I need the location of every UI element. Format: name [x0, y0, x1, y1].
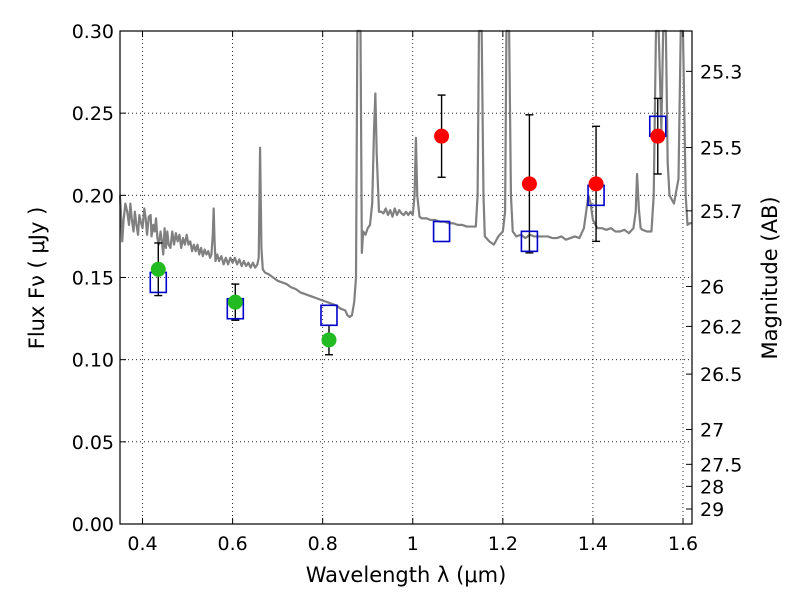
data-markers: [149, 115, 667, 348]
right-tick-label-6: 27: [700, 419, 724, 441]
x-tick-label-4: 1.2: [488, 533, 518, 555]
x-axis-title: Wavelength λ (μm): [306, 563, 507, 587]
observed-nir-point-3: [650, 128, 666, 144]
x-tick-label-3: 1: [407, 533, 419, 555]
model-square-4: [520, 230, 539, 253]
right-tick-label-4: 26.2: [700, 316, 742, 338]
x-tick-label-0: 0.4: [127, 533, 157, 555]
y-axis-ticks: 0.00 0.05 0.10 0.15 0.20 0.25 0.30: [72, 21, 126, 536]
right-tick-label-8: 28: [700, 476, 724, 498]
observed-optical-point-1: [227, 294, 243, 310]
right-axis-title: Magnitude (AB): [758, 196, 782, 359]
right-tick-label-1: 25.5: [700, 138, 742, 160]
observed-nir-point-1: [521, 176, 537, 192]
right-tick-label-0: 25.3: [700, 61, 742, 83]
y-tick-label-2: 0.10: [72, 350, 114, 372]
x-tick-label-6: 1.6: [668, 533, 698, 555]
right-tick-label-3: 26: [700, 276, 724, 298]
y-tick-label-6: 0.30: [72, 21, 114, 43]
right-tick-label-5: 26.5: [700, 364, 742, 386]
observed-nir-point-0: [434, 128, 450, 144]
x-tick-label-2: 0.8: [308, 533, 338, 555]
right-tick-label-7: 27.5: [700, 454, 742, 476]
model-square-3: [432, 220, 451, 243]
observed-optical-point-0: [150, 261, 166, 277]
observed-nir-point-2: [588, 176, 604, 192]
right-tick-label-9: 29: [700, 499, 724, 521]
y-tick-label-0: 0.00: [72, 514, 114, 536]
right-tick-label-2: 25.7: [700, 201, 742, 223]
y-tick-label-1: 0.05: [72, 432, 114, 454]
x-axis-ticks: 0.4 0.6 0.8 1 1.2 1.4 1.6: [127, 31, 698, 555]
observed-optical-point-2: [321, 332, 337, 348]
model-square-2: [320, 304, 338, 327]
x-tick-label-5: 1.4: [578, 533, 608, 555]
y-tick-label-4: 0.20: [72, 185, 114, 207]
y-axis-title: Flux Fν ( μJy ): [25, 207, 49, 350]
y-tick-label-5: 0.25: [72, 103, 114, 125]
y-tick-label-3: 0.15: [72, 268, 114, 290]
x-tick-label-1: 0.6: [217, 533, 247, 555]
